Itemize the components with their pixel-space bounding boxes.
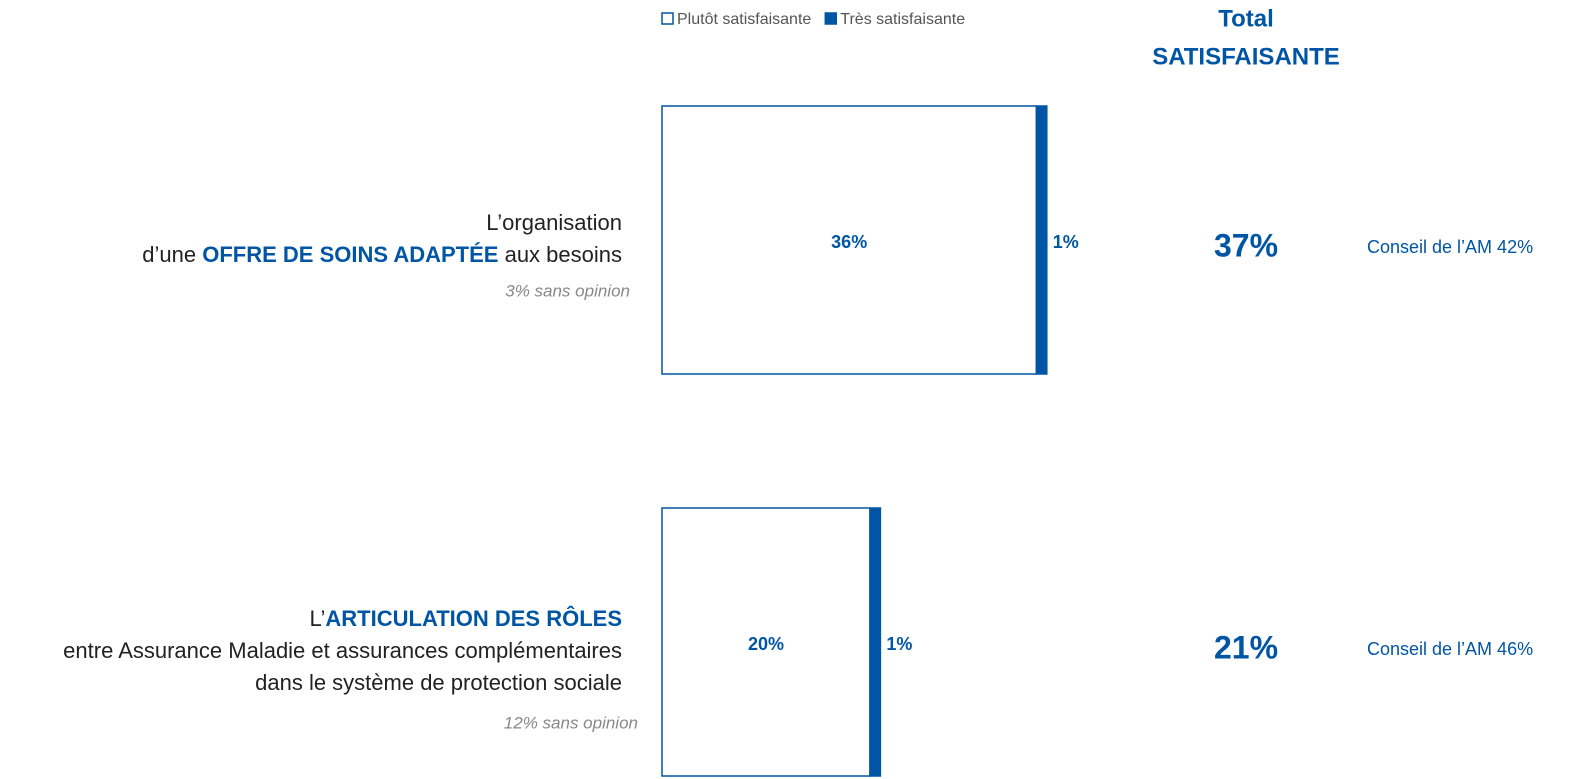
value-label: 1% [886,634,912,654]
category-label: dans le système de protection sociale [255,670,622,695]
comparison: Conseil de l’AM 46% [1367,639,1533,659]
category-label-part: d’une [142,242,202,267]
total-value: 21% [1214,629,1278,665]
category-label: L’organisation [486,210,622,235]
category-label-part: dans le système de protection sociale [255,670,622,695]
category-label-part: ARTICULATION DES RÔLES [325,606,622,631]
category-label-part: L’organisation [486,210,622,235]
bar-segment [661,105,1038,375]
total-header: SATISFAISANTE [1152,43,1340,70]
no-opinion-note: 3% sans opinion [505,281,630,300]
legend-label: Plutôt satisfaisante [677,11,811,28]
value-label: 20% [748,634,784,654]
category-label-part: entre Assurance Maladie et assurances co… [63,638,622,663]
value-label: 36% [831,232,867,252]
category-label: d’une OFFRE DE SOINS ADAPTÉE aux besoins [142,242,622,267]
legend-label: Très satisfaisante [840,11,965,28]
value-label: 1% [1053,232,1079,252]
bar-segment [869,507,882,777]
bar-segment [1035,105,1048,375]
total-value: 37% [1214,227,1278,263]
category-label: entre Assurance Maladie et assurances co… [63,638,622,663]
no-opinion-note: 12% sans opinion [504,713,638,732]
total-header: Total [1218,5,1274,32]
legend-swatch [661,12,674,25]
category-label-part: aux besoins [498,242,622,267]
bar-segment [661,507,871,777]
category-label-part: OFFRE DE SOINS ADAPTÉE [202,242,498,267]
legend-swatch [824,12,838,25]
comparison: Conseil de l’AM 42% [1367,237,1533,257]
category-label-part: L’ [309,606,325,631]
category-label: L’ARTICULATION DES RÔLES [309,606,622,631]
